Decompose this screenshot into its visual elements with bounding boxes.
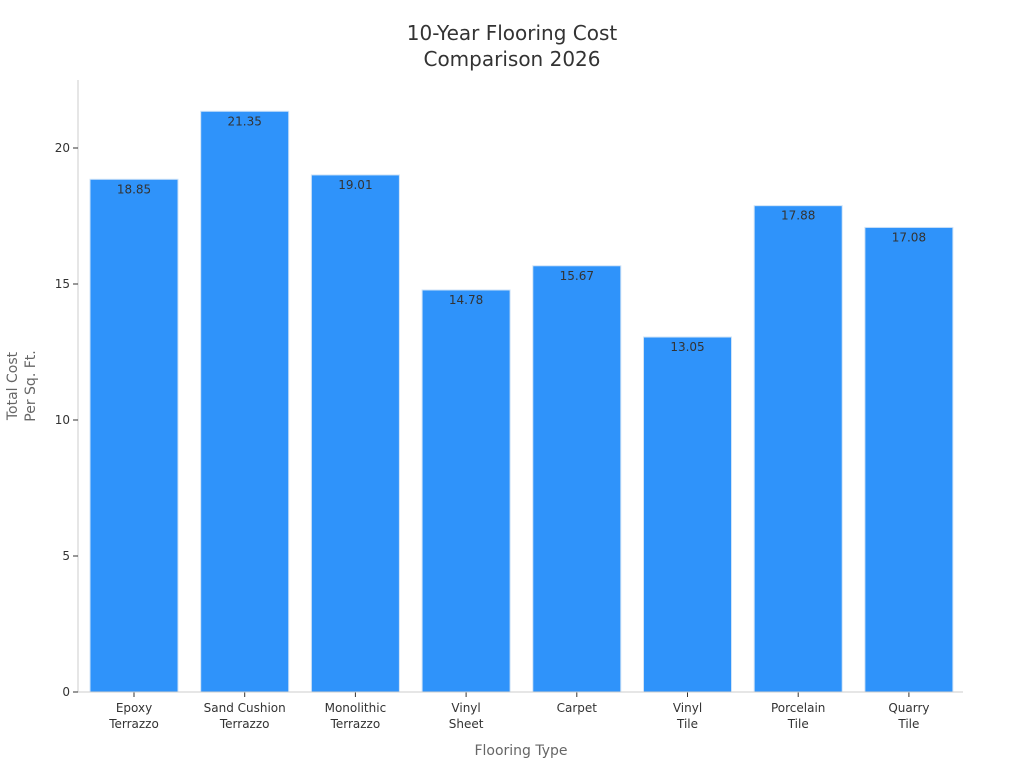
data-label: 18.85 xyxy=(117,182,151,196)
x-axis-title: Flooring Type xyxy=(474,743,567,759)
bar xyxy=(421,289,511,693)
bar xyxy=(89,178,179,693)
x-tick-label: Terrazzo xyxy=(219,717,270,731)
x-tick-label: Sheet xyxy=(449,717,484,731)
bar xyxy=(200,110,290,693)
y-tick-label: 0 xyxy=(62,685,70,699)
data-label: 19.01 xyxy=(338,178,372,192)
y-tick-label: 5 xyxy=(62,549,70,563)
x-tick-label: Terrazzo xyxy=(330,717,381,731)
bar xyxy=(532,265,622,693)
axes-layer: Epoxy Terrazzo Sand Cushion Terrazzo Monolit… xyxy=(55,80,963,731)
y-axis-title-line-1: Total Cost xyxy=(5,351,21,421)
x-tick-label: Sand Cushion xyxy=(204,701,286,715)
bar xyxy=(310,174,400,693)
data-label: 13.05 xyxy=(670,340,704,354)
chart-title-line-1: 10-Year Flooring Cost xyxy=(407,21,618,45)
y-tick-label: 10 xyxy=(55,413,70,427)
x-tick-label: Tile xyxy=(897,717,919,731)
bars-layer: 18.85 21.35 19.01 14.78 15.67 13.05 17.88 17.08 xyxy=(89,110,954,693)
x-tick-label: Vinyl xyxy=(451,701,480,715)
bar xyxy=(753,205,843,693)
x-tick-label: Porcelain xyxy=(771,701,825,715)
data-label: 21.35 xyxy=(228,114,262,128)
data-label: 17.08 xyxy=(892,230,926,244)
data-label: 15.67 xyxy=(560,269,594,283)
x-tick-label: Epoxy xyxy=(116,701,152,715)
y-tick-label: 15 xyxy=(55,277,70,291)
x-tick-label: Tile xyxy=(787,717,809,731)
x-tick-label: Terrazzo xyxy=(108,717,159,731)
x-tick-label: Quarry xyxy=(888,701,929,715)
chart-title-line-2: Comparison 2026 xyxy=(423,47,600,71)
x-tick-label: Carpet xyxy=(557,701,598,715)
x-tick-label: Monolithic xyxy=(325,701,387,715)
x-tick-label: Tile xyxy=(676,717,698,731)
y-tick-label: 20 xyxy=(55,141,70,155)
data-label: 14.78 xyxy=(449,293,483,307)
y-axis-title-line-2: Per Sq. Ft. xyxy=(23,350,39,421)
data-label: 17.88 xyxy=(781,209,815,223)
bar xyxy=(864,226,954,693)
bar xyxy=(643,336,732,693)
x-tick-label: Vinyl xyxy=(673,701,702,715)
